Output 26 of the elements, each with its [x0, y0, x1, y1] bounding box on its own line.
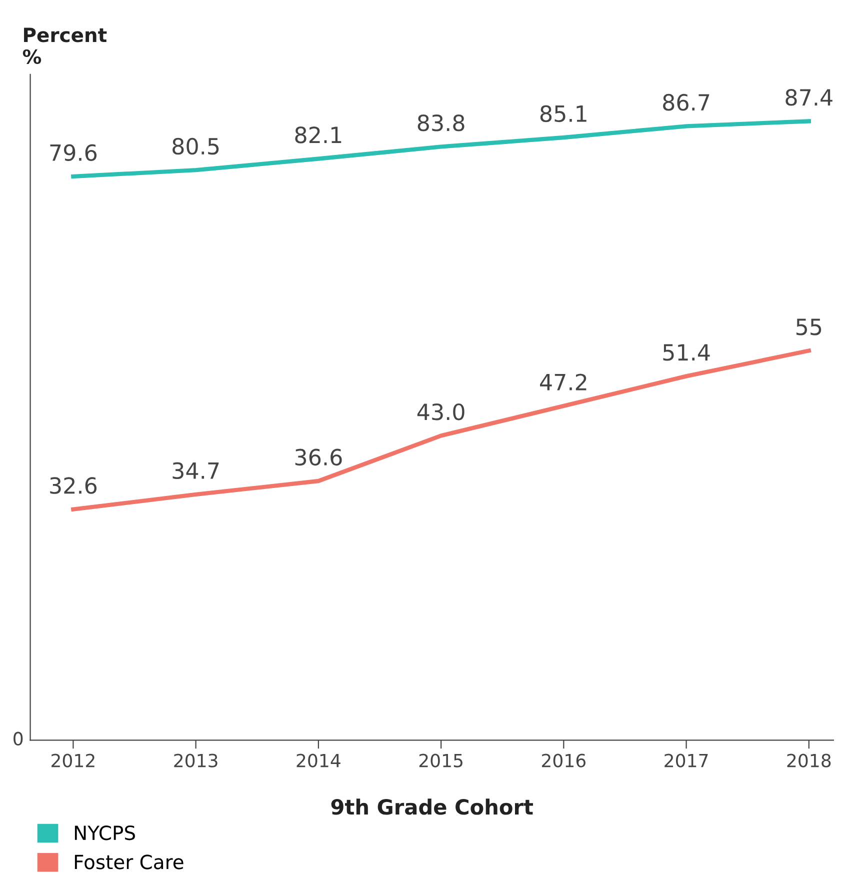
x-tick-label: 2015: [419, 754, 462, 768]
x-tick-label: 2012: [52, 754, 94, 768]
x-tick-label: 2014: [296, 754, 340, 768]
x-tick-label: 2018: [787, 754, 831, 768]
data-label: 85.1: [540, 105, 586, 122]
x-tick-label: 2013: [174, 754, 218, 768]
data-label: 36.6: [295, 448, 342, 466]
x-tick-label: 2016: [542, 754, 586, 768]
text: 0: [14, 732, 23, 746]
data-label: 86.7: [663, 94, 710, 111]
data-label: 47.2: [540, 374, 586, 390]
data-label: 43.0: [417, 403, 464, 420]
x-tick-label: 2017: [664, 754, 708, 768]
data-label: 82.1: [295, 126, 342, 144]
data-label: 79.6: [50, 144, 97, 162]
data-label: 80.5: [172, 138, 219, 155]
data-label: 83.8: [418, 114, 464, 132]
data-label: 87.4: [786, 88, 832, 106]
legend-label: NYCPS: [74, 825, 135, 840]
legend-label: Foster Care: [74, 854, 184, 870]
y-axis-title: Percent %: [22, 28, 107, 64]
data-label: 32.6: [50, 477, 97, 494]
data-label: 34.7: [172, 462, 219, 480]
data-label: 51.4: [663, 344, 710, 361]
data-label: 55: [796, 318, 822, 336]
x-axis-title: 9th Grade Cohort: [331, 798, 534, 815]
